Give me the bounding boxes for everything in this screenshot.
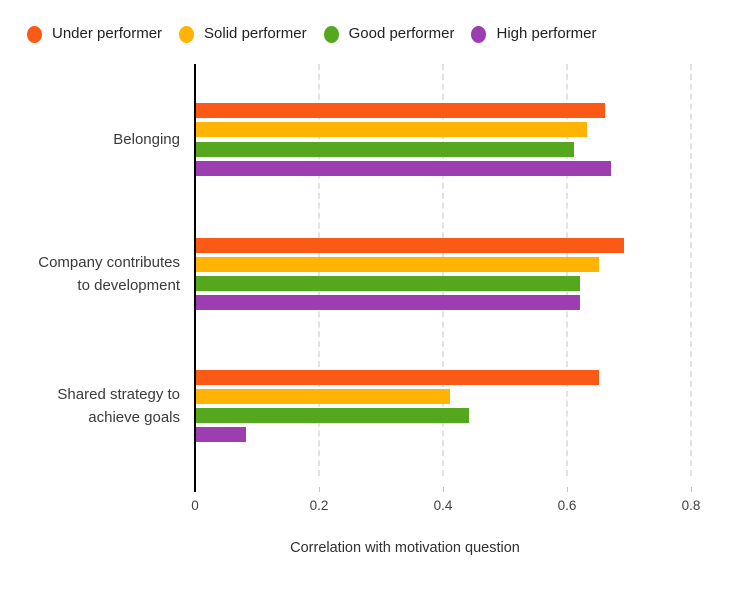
- x-tick-label: 0: [191, 498, 199, 513]
- bar-high-performer-group-1: [196, 295, 580, 311]
- legend-label: High performer: [496, 25, 597, 42]
- bar-good-performer-group-0: [196, 141, 574, 157]
- x-axis-title: Correlation with motivation question: [290, 540, 520, 556]
- bar-good-performer-group-2: [196, 408, 469, 424]
- legend-item-0: Under performer: [27, 24, 162, 44]
- legend-dot-icon: [471, 25, 487, 43]
- category-label-2: Shared strategy to achieve goals: [57, 385, 180, 426]
- bar-under-performer-group-0: [196, 103, 605, 118]
- bar-solid-performer-group-2: [196, 388, 450, 404]
- bar-high-performer-group-2: [196, 427, 246, 443]
- gridline: [690, 64, 692, 476]
- legend-dot-icon: [27, 25, 42, 43]
- x-tick-label: 0.6: [557, 498, 577, 513]
- x-tick-label: 0.8: [681, 498, 701, 513]
- bar-solid-performer-group-1: [196, 256, 599, 272]
- x-tick-label: 0.2: [309, 498, 329, 513]
- bar-under-performer-group-1: [196, 237, 624, 253]
- legend-item-2: Good performer: [323, 24, 455, 44]
- legend-label: Under performer: [52, 25, 163, 42]
- y-axis-line: [194, 64, 196, 492]
- x-tick-mark: [691, 487, 692, 492]
- chart-legend: Under performer Solid performer Good perfo…: [27, 24, 614, 44]
- legend-item-3: High performer: [471, 24, 597, 44]
- bar-solid-performer-group-0: [196, 122, 587, 138]
- category-label-0: Belonging: [113, 130, 180, 148]
- category-label-1: Company contributes to development: [38, 253, 180, 294]
- legend-label: Good performer: [348, 25, 455, 42]
- bar-good-performer-group-1: [196, 276, 580, 292]
- legend-dot-icon: [179, 25, 195, 43]
- legend-item-1: Solid performer: [179, 24, 307, 44]
- bar-high-performer-group-0: [196, 160, 611, 176]
- legend-label: Solid performer: [204, 25, 307, 42]
- x-tick-label: 0.4: [433, 498, 453, 513]
- x-tick-mark: [567, 487, 568, 492]
- x-tick-mark: [319, 487, 320, 492]
- legend-dot-icon: [323, 25, 339, 43]
- x-tick-mark: [443, 487, 444, 492]
- bar-under-performer-group-2: [196, 369, 599, 385]
